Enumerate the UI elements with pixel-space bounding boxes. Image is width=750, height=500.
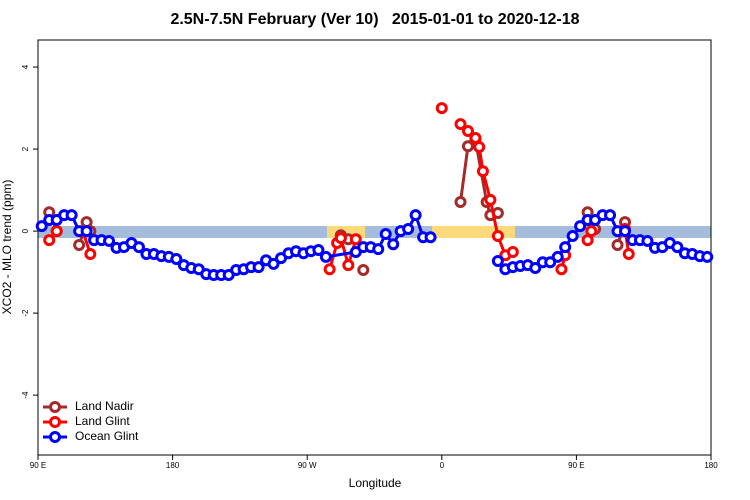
- plot-frame: [37, 39, 712, 456]
- legend-marker: [49, 416, 61, 428]
- point: [43, 234, 56, 247]
- point: [555, 263, 568, 276]
- legend-marker: [49, 431, 61, 443]
- y-tick-label: -4: [21, 391, 30, 399]
- legend-label: Ocean Glint: [75, 429, 139, 443]
- x-axis-label: Longitude: [349, 476, 402, 490]
- point: [402, 223, 415, 236]
- point: [334, 232, 347, 245]
- point: [619, 225, 632, 238]
- point: [267, 257, 280, 270]
- point: [484, 193, 497, 206]
- y-tick-label: 4: [21, 64, 30, 69]
- legend-label: Land Nadir: [75, 399, 134, 413]
- point: [454, 195, 467, 208]
- point: [491, 230, 504, 243]
- point: [132, 241, 145, 254]
- point: [585, 225, 598, 238]
- point: [611, 239, 624, 252]
- x-tick-label: 90 E: [568, 461, 584, 470]
- point: [387, 238, 400, 251]
- y-tick-label: -2: [21, 309, 30, 317]
- point: [473, 141, 486, 154]
- point: [372, 243, 385, 256]
- point: [559, 241, 572, 254]
- point: [529, 262, 542, 275]
- point: [312, 243, 325, 256]
- point: [379, 227, 392, 240]
- point: [84, 248, 97, 261]
- x-tick-label: 180: [704, 461, 718, 470]
- point: [50, 225, 63, 238]
- x-tick-label: 0: [440, 461, 445, 470]
- point: [319, 250, 332, 263]
- point: [604, 209, 617, 222]
- point: [641, 234, 654, 247]
- point: [506, 246, 519, 259]
- point: [622, 248, 635, 261]
- y-tick-label: 2: [21, 146, 30, 151]
- point: [349, 233, 362, 246]
- point: [80, 225, 93, 238]
- chart-title: 2.5N-7.5N February (Ver 10) 2015-01-01 t…: [170, 11, 579, 28]
- point: [65, 209, 78, 222]
- point: [435, 102, 448, 115]
- point: [170, 252, 183, 265]
- point: [671, 241, 684, 254]
- x-tick-label: 180: [166, 461, 180, 470]
- point: [566, 230, 579, 243]
- point: [73, 239, 86, 252]
- point: [544, 256, 557, 269]
- point: [103, 234, 116, 247]
- point: [574, 220, 587, 233]
- legend-label: Land Glint: [75, 414, 130, 428]
- point: [252, 261, 265, 274]
- y-tick-label: 0: [21, 228, 30, 233]
- legend-marker: [49, 401, 61, 413]
- point: [454, 118, 467, 131]
- ocean-band: [38, 226, 711, 238]
- x-tick-label: 90 E: [30, 461, 46, 470]
- point: [461, 125, 474, 138]
- point: [476, 165, 489, 178]
- x-tick-label: 90 W: [298, 461, 317, 470]
- point: [323, 263, 336, 276]
- point: [551, 250, 564, 263]
- point: [35, 220, 48, 233]
- point: [342, 259, 355, 272]
- point: [409, 209, 422, 222]
- point: [461, 140, 474, 153]
- point: [424, 231, 437, 244]
- y-axis-label: XCO2 - MLO trend (ppm): [0, 180, 14, 315]
- point: [491, 255, 504, 268]
- point: [357, 264, 370, 277]
- point: [701, 250, 714, 263]
